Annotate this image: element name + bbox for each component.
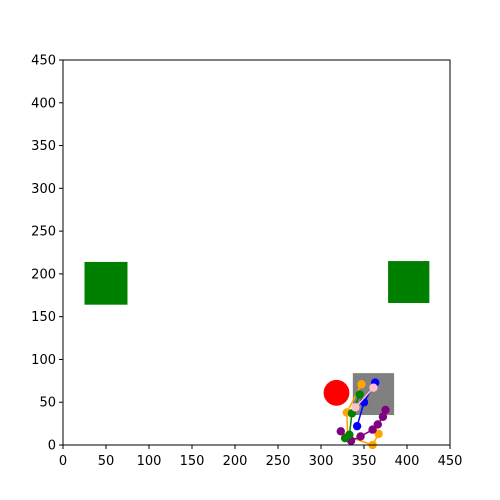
y-tick-label: 100 xyxy=(31,353,56,368)
rectangle xyxy=(84,261,128,305)
y-tick-label: 300 xyxy=(31,182,56,197)
plot-frame xyxy=(62,59,451,446)
data-point xyxy=(355,390,364,399)
y-tick-label: 250 xyxy=(31,225,56,240)
x-tick-label: 250 xyxy=(266,454,291,469)
y-tick-label: 50 xyxy=(39,396,56,411)
x-tick-label: 350 xyxy=(352,454,377,469)
data-point xyxy=(336,427,345,436)
series-layer xyxy=(336,378,390,450)
x-tick-label: 50 xyxy=(98,454,115,469)
circle xyxy=(323,379,350,406)
y-axis-ticks: 0 50 100 150 200 250 300 350 400 450 xyxy=(31,54,63,454)
data-point xyxy=(374,429,383,439)
y-tick-label: 450 xyxy=(31,54,56,69)
y-tick-label: 150 xyxy=(31,310,56,325)
x-tick-label: 200 xyxy=(223,454,248,469)
data-point xyxy=(356,432,365,441)
x-tick-label: 0 xyxy=(59,454,67,469)
data-point xyxy=(352,421,362,431)
x-tick-label: 100 xyxy=(137,454,162,469)
data-point xyxy=(381,405,390,415)
y-tick-label: 200 xyxy=(31,267,56,282)
y-tick-label: 400 xyxy=(31,96,56,111)
data-point xyxy=(373,420,382,429)
x-axis-ticks: 0 50 100 150 200 250 300 350 400 450 xyxy=(59,445,463,469)
data-point xyxy=(351,403,360,412)
x-tick-label: 450 xyxy=(438,454,463,469)
data-point xyxy=(368,425,377,434)
x-tick-label: 400 xyxy=(395,454,420,469)
rectangle xyxy=(388,261,430,303)
y-tick-label: 350 xyxy=(31,139,56,154)
plot-shapes xyxy=(84,261,430,416)
series-line xyxy=(354,387,375,408)
y-tick-label: 0 xyxy=(48,439,56,454)
x-tick-label: 300 xyxy=(309,454,334,469)
x-tick-label: 150 xyxy=(180,454,205,469)
data-point xyxy=(378,412,388,421)
data-point xyxy=(340,433,350,443)
data-point xyxy=(369,383,378,392)
data-point xyxy=(357,380,366,389)
